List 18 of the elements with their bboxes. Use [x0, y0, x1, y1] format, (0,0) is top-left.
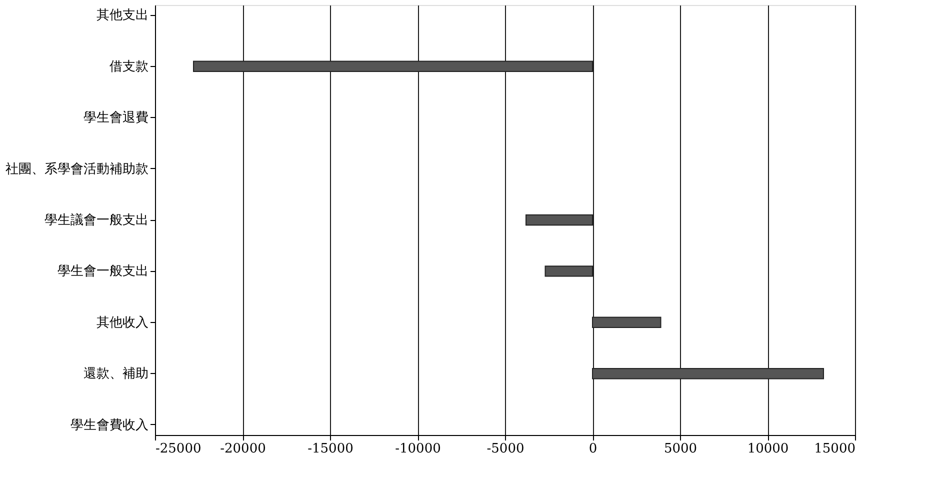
x-tick-label: 10000 [747, 442, 789, 456]
x-tick-label: -25000 [156, 442, 202, 456]
y-tick-label: 學生會一般支出 [58, 264, 148, 280]
y-tick-label: 其他收入 [96, 315, 148, 330]
y-tick-label: 學生議會一般支出 [44, 213, 148, 228]
y-tick-label: 其他支出 [96, 8, 148, 24]
x-tick-label: 15000 [814, 442, 856, 456]
x-tick-label: 0 [588, 442, 598, 456]
y-tick-label: 還款、補助 [84, 366, 148, 382]
y-tick-label: 學生會費收入 [70, 418, 148, 433]
x-tick-label: -5000 [486, 442, 524, 456]
y-tick-label: 社團、系學會活動補助款 [6, 162, 148, 177]
x-tick-label: 5000 [664, 442, 698, 456]
x-tick-label: -20000 [220, 442, 266, 456]
y-tick-label: 學生會退費 [84, 110, 148, 126]
x-tick-label: -15000 [308, 442, 354, 456]
y-tick-label: 借支款 [110, 59, 148, 74]
x-tick-label: -10000 [395, 442, 441, 456]
